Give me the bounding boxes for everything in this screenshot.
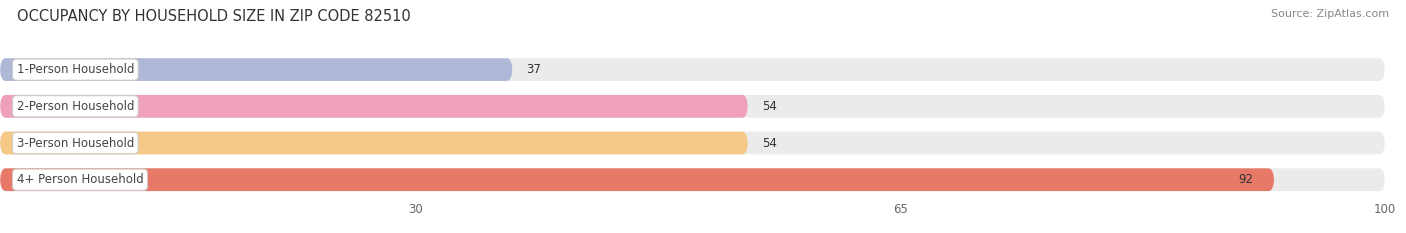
FancyBboxPatch shape [0,95,748,118]
Text: 92: 92 [1239,173,1253,186]
Text: OCCUPANCY BY HOUSEHOLD SIZE IN ZIP CODE 82510: OCCUPANCY BY HOUSEHOLD SIZE IN ZIP CODE … [17,9,411,24]
Text: Source: ZipAtlas.com: Source: ZipAtlas.com [1271,9,1389,19]
FancyBboxPatch shape [0,132,1385,154]
Text: 54: 54 [762,137,776,150]
FancyBboxPatch shape [0,132,748,154]
Text: 4+ Person Household: 4+ Person Household [17,173,143,186]
FancyBboxPatch shape [0,95,1385,118]
Text: 2-Person Household: 2-Person Household [17,100,134,113]
Text: 1-Person Household: 1-Person Household [17,63,134,76]
Text: 54: 54 [762,100,776,113]
Text: 37: 37 [526,63,541,76]
FancyBboxPatch shape [0,168,1385,191]
FancyBboxPatch shape [0,58,1385,81]
Text: 3-Person Household: 3-Person Household [17,137,134,150]
FancyBboxPatch shape [0,58,512,81]
FancyBboxPatch shape [0,168,1274,191]
